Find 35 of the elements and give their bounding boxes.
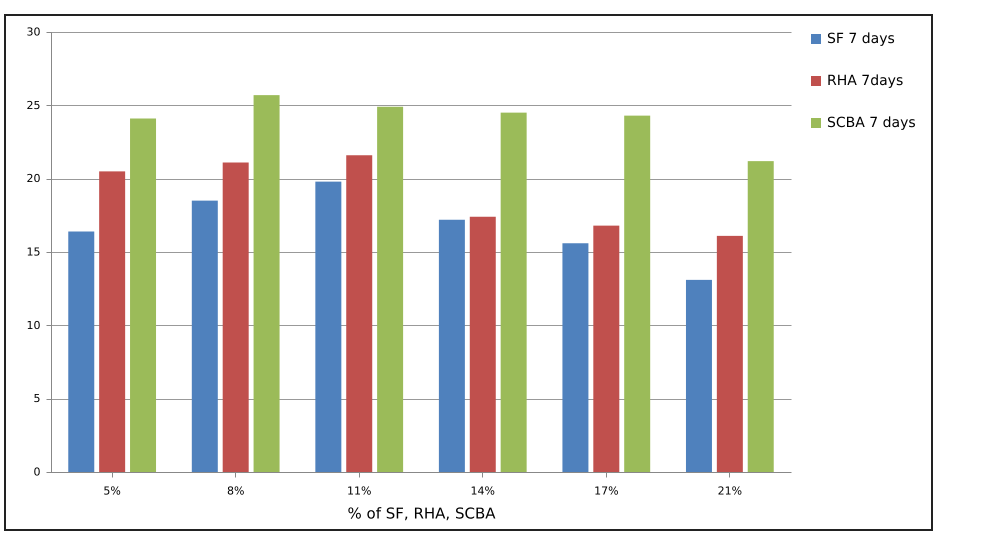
y-tick-label: 25: [26, 98, 40, 112]
bar: [192, 200, 218, 472]
x-tick-label: 17%: [594, 484, 619, 498]
bar: [68, 231, 94, 472]
x-tick-label: 21%: [718, 484, 742, 498]
x-tick-label: 14%: [470, 484, 495, 498]
y-tick-label: 15: [26, 246, 40, 258]
x-tick-label: 11%: [347, 484, 372, 498]
bar: [470, 216, 496, 472]
bar: [562, 243, 588, 472]
y-tick-label: 0: [34, 466, 40, 478]
legend-label: RHA 7days: [827, 73, 904, 89]
legend-label: SCBA 7 days: [827, 115, 916, 131]
bar: [346, 155, 372, 472]
bar: [99, 171, 126, 472]
bar: [748, 161, 774, 472]
bar: [438, 220, 465, 472]
x-axis-title: % of SF, RHA, SCBA: [348, 504, 496, 522]
y-tick-label: 10: [26, 318, 40, 332]
bar: [500, 112, 527, 472]
bar: [716, 236, 743, 472]
bar: [254, 95, 280, 472]
legend-label: SF 7 days: [827, 31, 895, 47]
x-tick-label: 8%: [226, 484, 244, 498]
bar: [130, 118, 156, 472]
y-tick-label: 5: [34, 392, 40, 406]
bar: [593, 226, 620, 472]
x-tick-label: 5%: [103, 484, 121, 498]
bar: [686, 280, 712, 472]
bar: [377, 106, 404, 472]
y-tick-label: 20: [26, 172, 40, 186]
bar: [222, 162, 249, 472]
bar: [624, 116, 650, 472]
y-tick-label: 30: [26, 26, 40, 38]
bar: [315, 182, 342, 472]
